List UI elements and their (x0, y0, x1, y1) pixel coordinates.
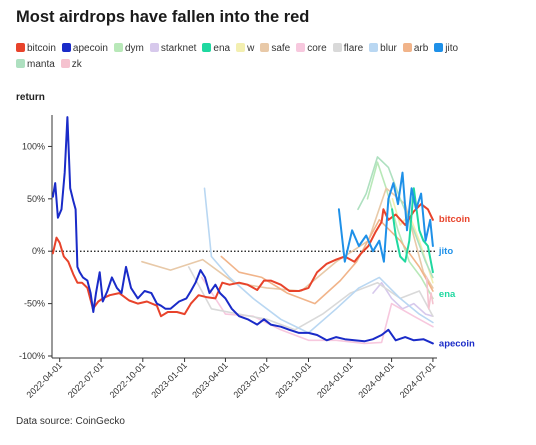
legend-label: jito (445, 43, 459, 54)
y-tick-label: 0% (32, 246, 45, 256)
legend-swatch (434, 43, 444, 52)
legend-label: bitcoin (27, 43, 56, 54)
series-line-jito (337, 171, 434, 263)
legend-swatch (61, 43, 71, 52)
legend-label: flare (343, 43, 364, 54)
x-tick-label: 2024-07-01 (398, 360, 438, 400)
end-label-bitcoin: bitcoin (439, 214, 470, 225)
legend-label: safe (271, 43, 291, 54)
end-label-jito: jito (438, 246, 453, 257)
legend-item-w: w (236, 41, 254, 57)
legend-item-safe: safe (260, 41, 290, 57)
data-source: Data source: CoinGecko (16, 416, 125, 427)
legend-label: blur (380, 43, 397, 54)
x-tick-label: 2023-01-01 (149, 360, 189, 400)
chart-title: Most airdrops have fallen into the red (16, 8, 310, 26)
legend-swatch (236, 43, 246, 52)
y-tick-label: 100% (22, 141, 45, 151)
legend-swatch (113, 43, 123, 52)
x-tick-label: 2022-04-01 (25, 360, 65, 400)
legend-item-manta: manta (16, 57, 55, 73)
legend-swatch (332, 43, 342, 52)
background-line (366, 161, 434, 300)
legend-swatch (16, 43, 25, 52)
legend-swatch (296, 43, 306, 52)
legend-label: zk (71, 59, 82, 70)
legend-label: w (247, 43, 255, 54)
legend-label: ena (213, 43, 231, 54)
background-line (425, 276, 434, 310)
legend-label: starknet (160, 43, 197, 54)
legend-swatch (402, 43, 412, 52)
legend-swatch (260, 43, 270, 52)
legend-label: manta (27, 59, 55, 70)
background-line (220, 219, 434, 305)
x-tick-label: 2024-01-01 (315, 360, 355, 400)
y-tick-label: -100% (19, 351, 45, 361)
legend-item-blur: blur (369, 41, 397, 57)
legend-item-core: core (296, 41, 327, 57)
legend-label: arb (413, 43, 429, 54)
background-line (141, 187, 434, 292)
legend-item-jito: jito (434, 41, 458, 57)
legend-label: apecoin (72, 43, 108, 54)
legend-item-arb: arb (402, 41, 429, 57)
series-line-apecoin (51, 116, 434, 345)
end-label-ena: ena (439, 289, 456, 300)
series-line-ena (391, 187, 434, 274)
x-tick-label: 2022-07-01 (66, 360, 106, 400)
legend-item-zk: zk (60, 57, 82, 73)
legend-swatch (60, 59, 70, 68)
background-line (201, 276, 434, 345)
legend-swatch (16, 59, 25, 68)
background-line (372, 281, 434, 317)
x-tick-label: 2023-04-01 (190, 360, 230, 400)
end-label-apecoin: apecoin (439, 338, 475, 349)
x-tick-label: 2023-07-01 (232, 360, 272, 400)
legend-item-ena: ena (202, 41, 230, 57)
x-tick-label: 2024-04-01 (356, 360, 396, 400)
background-line (203, 187, 434, 334)
x-tick-label: 2023-10-01 (273, 360, 313, 400)
x-tick-label: 2022-10-01 (108, 360, 148, 400)
legend-swatch (369, 43, 379, 52)
chart-legend: bitcoin apecoin dym starknet ena w safe core fla… (16, 41, 486, 73)
legend-item-dym: dym (113, 41, 144, 57)
legend-item-flare: flare (332, 41, 364, 57)
y-axis-label: return (16, 92, 45, 103)
legend-label: core (307, 43, 327, 54)
legend-item-apecoin: apecoin (61, 41, 108, 57)
background-line (187, 266, 434, 331)
legend-label: dym (124, 43, 144, 54)
background-line (357, 156, 434, 279)
y-tick-label: 50% (27, 194, 45, 204)
legend-item-starknet: starknet (149, 41, 197, 57)
legend-item-bitcoin: bitcoin (16, 41, 56, 57)
y-tick-label: -50% (24, 299, 45, 309)
legend-swatch (202, 43, 212, 52)
legend-swatch (149, 43, 159, 52)
